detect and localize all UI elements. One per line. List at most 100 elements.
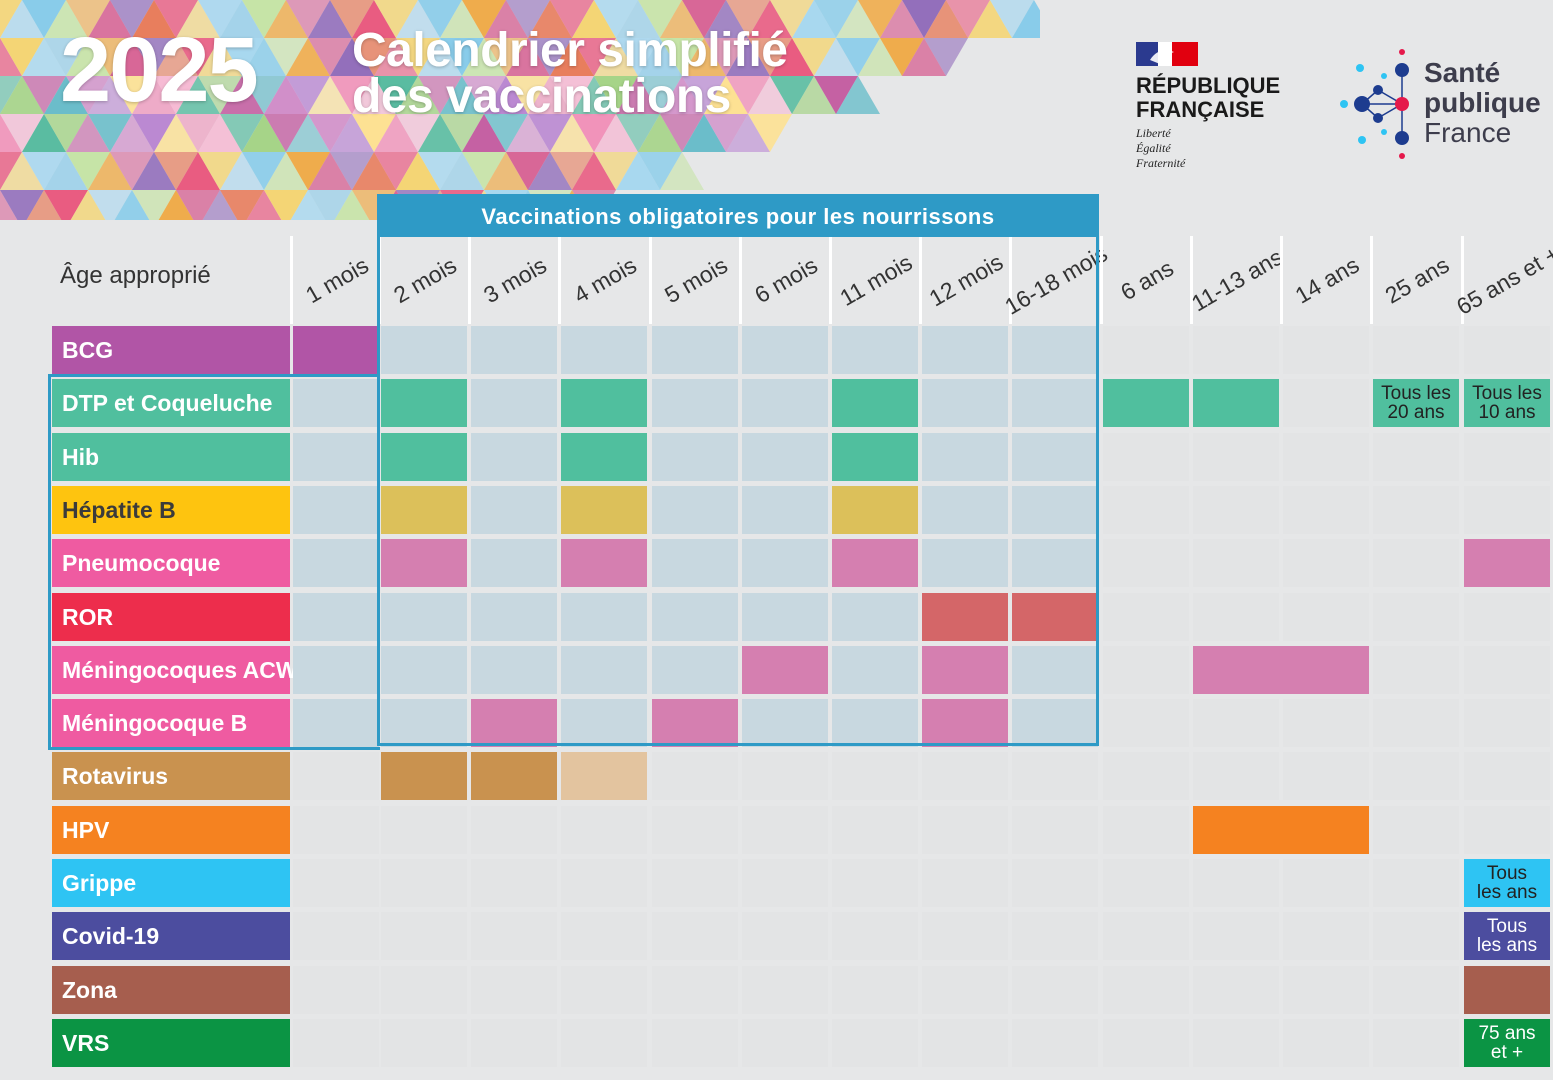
title-line-1: Calendrier simplifié [352, 24, 788, 77]
schedule-cell [561, 912, 647, 960]
vaccination-mark [471, 752, 557, 800]
mosaic-tile [506, 114, 550, 152]
mosaic-tile [616, 76, 660, 114]
mosaic-tile [264, 190, 308, 220]
mosaic-tile [638, 0, 682, 38]
spf-line-1: Santé [1424, 57, 1501, 88]
mosaic-tile [528, 0, 572, 38]
mosaic-tile [110, 38, 154, 76]
schedule-cell [293, 966, 379, 1014]
vaccination-mark [832, 433, 918, 481]
mark-note: Tous les ans [1476, 916, 1538, 956]
schedule-cell [1193, 486, 1279, 534]
mosaic-tile [418, 76, 462, 114]
schedule-cell [1103, 646, 1189, 694]
mosaic-tile [66, 114, 110, 152]
mosaic-tile [110, 114, 154, 152]
schedule-cell [922, 433, 1008, 481]
mosaic-tile [836, 76, 880, 114]
vaccination-mark [832, 539, 918, 587]
schedule-cell [1464, 486, 1550, 534]
vaccine-label: Zona [52, 966, 290, 1014]
mosaic-tile [176, 152, 220, 190]
mosaic-tile [290, 190, 326, 220]
mosaic-tile [88, 190, 132, 220]
schedule-cell [1464, 752, 1550, 800]
mosaic-tile [352, 152, 396, 190]
mosaic-tile [154, 38, 198, 76]
mosaic-tile [374, 76, 418, 114]
column-header-label: 11-13 ans [1186, 243, 1287, 317]
mosaic-tile [158, 190, 194, 220]
mosaic-tile [44, 190, 88, 220]
schedule-cell [293, 646, 379, 694]
schedule-cell [1103, 912, 1189, 960]
mandatory-vaccinations-title: Vaccinations obligatoires pour les nourr… [380, 197, 1096, 237]
vaccination-mark [922, 646, 1008, 694]
vaccine-label: Covid-19 [52, 912, 290, 960]
mosaic-tile [792, 0, 836, 38]
mosaic-tile [88, 0, 132, 38]
mosaic-tile [154, 76, 198, 114]
mosaic-tile [132, 38, 176, 76]
column-header: 12 mois [919, 236, 1009, 324]
schedule-cell [652, 593, 738, 641]
schedule-cell [1193, 433, 1279, 481]
schedule-cell [293, 379, 379, 427]
mosaic-tile [264, 152, 308, 190]
vaccination-mark: Tous les 20 ans [1373, 379, 1459, 427]
schedule-cell [381, 859, 467, 907]
mosaic-tile [264, 0, 308, 38]
mosaic-tile [176, 190, 220, 220]
page-title: Calendrier simplifié des vaccinations [352, 24, 788, 121]
mosaic-tile [132, 190, 176, 220]
schedule-cell [293, 593, 379, 641]
schedule-cell [1012, 433, 1098, 481]
mosaic-tile [550, 38, 594, 76]
mosaic-tile [594, 0, 638, 38]
mosaic-tile [396, 152, 440, 190]
column-header: 11-13 ans [1186, 236, 1287, 324]
vaccination-mark [1103, 379, 1189, 427]
schedule-cell [471, 593, 557, 641]
mosaic-tile [88, 152, 132, 190]
vaccination-mark: Tous les ans [1464, 859, 1550, 907]
mosaic-tile [308, 38, 352, 76]
schedule-cell [832, 699, 918, 747]
schedule-cell [1283, 752, 1369, 800]
mosaic-tile [616, 0, 660, 38]
mosaic-tile [880, 0, 924, 38]
schedule-cell [1012, 806, 1098, 854]
mosaic-tile [66, 152, 110, 190]
schedule-cell [1012, 1019, 1098, 1067]
mosaic-tile [594, 152, 638, 190]
schedule-cell [832, 859, 918, 907]
mosaic-tile [594, 76, 638, 114]
column-header: 2 mois [378, 236, 468, 324]
mosaic-tile [638, 38, 682, 76]
schedule-cell [1103, 966, 1189, 1014]
mosaic-tile [66, 38, 110, 76]
schedule-cell [652, 646, 738, 694]
mosaic-tile [550, 76, 594, 114]
vaccine-label: DTP et Coqueluche [52, 379, 290, 427]
mosaic-tile [924, 0, 968, 38]
mosaic-tile [462, 152, 506, 190]
schedule-cell [1373, 859, 1459, 907]
column-header-label: 5 mois [659, 251, 732, 309]
mosaic-tile [308, 76, 352, 114]
mosaic-tile [462, 76, 506, 114]
schedule-cell [652, 966, 738, 1014]
schedule-cell [561, 646, 647, 694]
schedule-cell [652, 1019, 738, 1067]
schedule-cell [742, 912, 828, 960]
schedule-cell [832, 912, 918, 960]
vaccine-label: VRS [52, 1019, 290, 1067]
column-header-label: 4 mois [568, 251, 641, 309]
schedule-cell [1103, 326, 1189, 374]
vaccination-mark [381, 433, 467, 481]
column-header-label: 3 mois [478, 251, 551, 309]
republique-francaise-logo: RÉPUBLIQUE FRANÇAISE Liberté Égalité Fra… [1136, 42, 1280, 171]
schedule-cell [1103, 486, 1189, 534]
schedule-cell [832, 1019, 918, 1067]
